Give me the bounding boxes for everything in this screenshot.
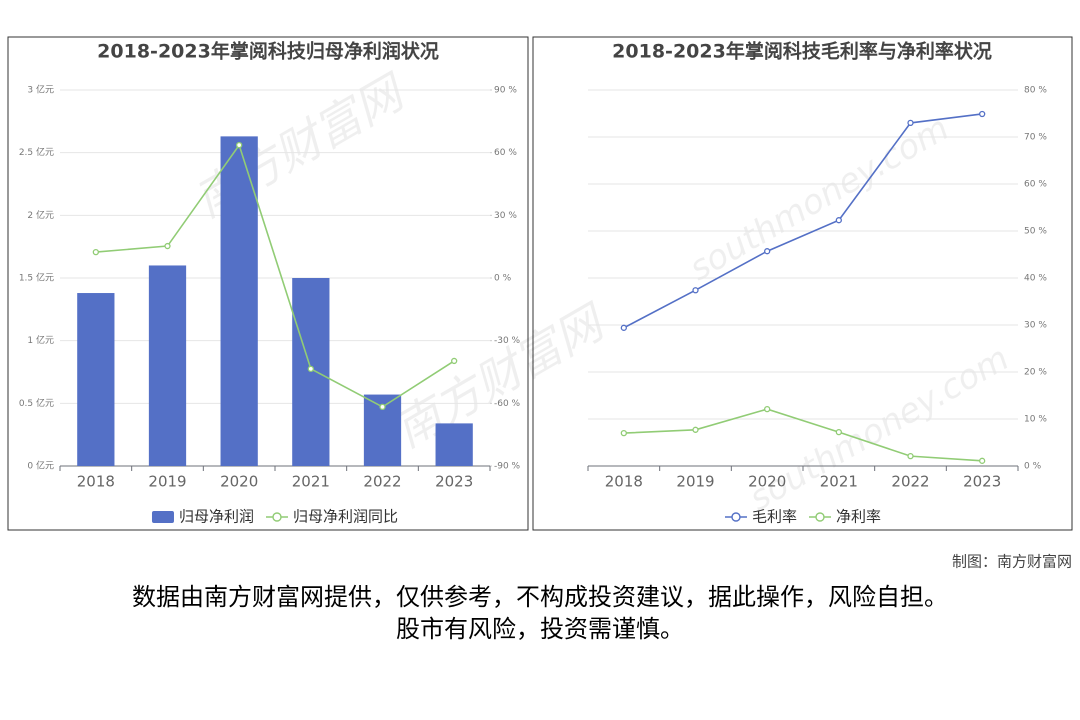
- watermark: southmoney.com: [683, 108, 956, 289]
- line: [623, 408, 983, 462]
- point: [620, 429, 627, 437]
- legend-swatch: [731, 512, 741, 522]
- legend-swatch: [151, 511, 174, 523]
- legend-label: 归母净利润: [179, 508, 254, 526]
- point: [692, 426, 699, 433]
- y-tick-label: 2.5 亿元: [19, 146, 54, 158]
- y-tick-label: 3 亿元: [27, 84, 54, 96]
- y2-tick-label: -30 %: [494, 336, 521, 346]
- y-tick-label: 0.5 亿元: [19, 397, 54, 409]
- point: [979, 110, 986, 118]
- x-tick-label: 2022: [363, 473, 401, 491]
- bar: [435, 423, 473, 466]
- bar: [220, 136, 258, 466]
- disclaimer: 股市有风险，投资需谨慎。: [396, 615, 684, 643]
- line: [95, 143, 455, 408]
- x-tick-label: 2023: [435, 473, 473, 491]
- y2-tick-label: 30 %: [494, 211, 517, 221]
- watermark: 南方财富网: [385, 293, 616, 458]
- y-tick-label: 50 %: [1024, 227, 1047, 237]
- bar: [77, 293, 115, 466]
- point: [236, 141, 243, 149]
- point: [620, 324, 627, 331]
- chart-title: 2018-2023年掌阅科技毛利率与净利率状况: [612, 40, 992, 63]
- panel-border: [532, 36, 1073, 531]
- x-tick-label: 2021: [820, 473, 858, 491]
- legend-swatch: [272, 512, 282, 522]
- point: [692, 287, 699, 294]
- x-tick-label: 2020: [220, 473, 258, 491]
- legend: 毛利率 净利率: [724, 508, 881, 526]
- y2-tick-label: 90 %: [494, 86, 517, 96]
- point: [835, 429, 842, 436]
- point: [907, 452, 914, 460]
- y-tick-label: 30 %: [1024, 321, 1047, 331]
- point: [164, 242, 171, 250]
- y-tick-label: 0 %: [1024, 462, 1042, 472]
- y-tick-label: 80 %: [1024, 86, 1047, 96]
- point: [307, 365, 314, 373]
- legend: 归母净利润 归母净利润同比: [151, 508, 398, 526]
- y-tick-label: 0 亿元: [27, 460, 54, 472]
- watermark: southmoney.com: [743, 338, 1016, 519]
- point: [764, 248, 771, 255]
- x-tick-label: 2018: [77, 473, 115, 491]
- x-tick-label: 2018: [605, 473, 643, 491]
- disclaimer: 数据由南方财富网提供，仅供参考，不构成投资建议，据此操作，风险自担。: [132, 583, 948, 611]
- credit: 制图：南方财富网: [952, 553, 1072, 571]
- y-tick-label: 20 %: [1024, 368, 1047, 378]
- point: [979, 457, 986, 464]
- y-tick-label: 40 %: [1024, 274, 1047, 284]
- y-tick-label: 1.5 亿元: [19, 272, 54, 284]
- x-tick-label: 2022: [891, 473, 929, 491]
- point: [764, 405, 771, 413]
- point: [907, 119, 914, 127]
- point: [451, 357, 458, 365]
- y2-tick-label: 60 %: [494, 148, 517, 158]
- y-tick-label: 60 %: [1024, 180, 1047, 190]
- point: [92, 248, 99, 256]
- legend-swatch: [815, 512, 825, 522]
- y2-tick-label: 0 %: [494, 274, 512, 284]
- legend-label: 毛利率: [752, 508, 797, 526]
- legend-label: 归母净利润同比: [293, 508, 398, 526]
- x-tick-label: 2023: [963, 473, 1001, 491]
- x-tick-label: 2019: [676, 473, 714, 491]
- watermark: 南方财富网: [185, 63, 416, 228]
- panel-border: [7, 36, 529, 531]
- y-tick-label: 2 亿元: [27, 209, 54, 221]
- x-tick-label: 2019: [148, 473, 186, 491]
- point: [835, 217, 842, 224]
- y2-tick-label: -60 %: [494, 399, 521, 409]
- y-tick-label: 10 %: [1024, 415, 1047, 425]
- x-tick-label: 2021: [292, 473, 330, 491]
- chart-title: 2018-2023年掌阅科技归母净利润状况: [97, 40, 439, 63]
- y-tick-label: 70 %: [1024, 133, 1047, 143]
- y-tick-label: 1 亿元: [27, 334, 54, 346]
- line: [623, 113, 983, 329]
- y2-tick-label: -90 %: [494, 462, 521, 472]
- bar: [148, 265, 187, 466]
- x-tick-label: 2020: [748, 473, 786, 491]
- point: [379, 403, 386, 411]
- legend-label: 净利率: [836, 508, 881, 526]
